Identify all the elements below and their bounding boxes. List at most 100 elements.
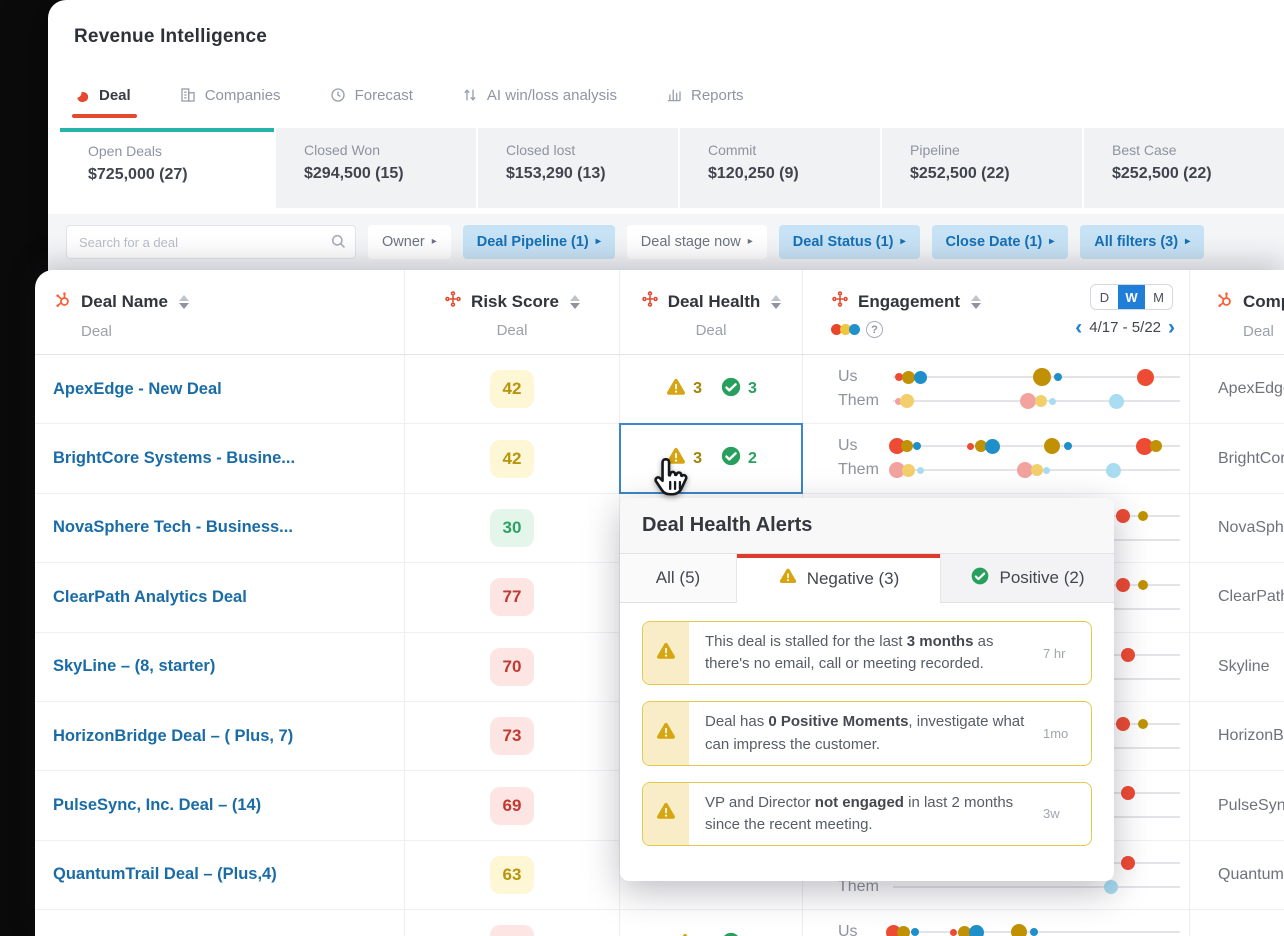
engagement-dot[interactable] bbox=[1106, 462, 1122, 478]
nav-tab-deal[interactable]: Deal bbox=[72, 87, 137, 118]
deal-name-link[interactable]: SkyLine – (8, starter) bbox=[35, 632, 405, 701]
sort-toggle[interactable] bbox=[771, 294, 782, 309]
engagement-dot[interactable] bbox=[1115, 716, 1130, 731]
filter-deal-pipeline-button[interactable]: Deal Pipeline (1) ▸ bbox=[462, 225, 615, 259]
engagement-dot[interactable] bbox=[1121, 786, 1136, 801]
engagement-dot[interactable] bbox=[1115, 508, 1130, 523]
filter-owner-button[interactable]: Owner ▸ bbox=[368, 225, 451, 259]
engagement-dot[interactable] bbox=[1017, 462, 1034, 479]
engagement-dot[interactable] bbox=[894, 373, 903, 381]
popup-tab-positive[interactable]: Positive (2) bbox=[941, 554, 1114, 603]
engagement-dot[interactable] bbox=[1011, 924, 1028, 936]
popup-tab-all[interactable]: All (5) bbox=[620, 554, 737, 603]
positive-alerts-indicator[interactable] bbox=[720, 931, 748, 936]
engagement-dot[interactable] bbox=[1019, 393, 1036, 409]
engagement-dot[interactable] bbox=[1115, 578, 1130, 593]
deal-name-link[interactable]: HorizonBridge Deal – ( Plus, 7) bbox=[35, 701, 405, 771]
engagement-dot[interactable] bbox=[974, 440, 987, 453]
engagement-dot[interactable] bbox=[984, 438, 1000, 454]
period-toggle-week[interactable]: W bbox=[1118, 285, 1145, 309]
sort-toggle[interactable] bbox=[178, 295, 189, 309]
positive-alerts-indicator[interactable]: 3 bbox=[720, 376, 757, 403]
engagement-dot[interactable] bbox=[1149, 440, 1162, 453]
nav-tab-reports[interactable]: Reports bbox=[665, 86, 744, 108]
engagement-dot[interactable] bbox=[910, 928, 919, 936]
column-header-deal-health[interactable]: Deal Health Deal bbox=[620, 270, 803, 354]
engagement-dot[interactable] bbox=[1137, 510, 1148, 521]
engagement-dot[interactable] bbox=[1137, 580, 1148, 591]
filter-close-date-button[interactable]: Close Date (1) ▸ bbox=[931, 225, 1069, 259]
engagement-dot[interactable] bbox=[896, 925, 910, 936]
summary-card-open-deals[interactable]: Open Deals $725,000 (27) bbox=[60, 128, 274, 208]
sort-toggle[interactable] bbox=[971, 294, 982, 309]
search-input[interactable] bbox=[66, 225, 356, 259]
engagement-dot[interactable] bbox=[1048, 397, 1056, 405]
engagement-dot[interactable] bbox=[1121, 647, 1136, 662]
deal-name-link[interactable]: BrightCore Systems - Busine... bbox=[35, 424, 405, 493]
filter-deal-status-button[interactable]: Deal Status (1) ▸ bbox=[778, 225, 920, 259]
engagement-dot[interactable] bbox=[916, 466, 924, 474]
engagement-dot[interactable] bbox=[1137, 718, 1148, 729]
negative-alerts-indicator[interactable]: 3 bbox=[665, 376, 702, 403]
engagement-dot[interactable] bbox=[1064, 442, 1073, 451]
engagement-dot[interactable] bbox=[902, 370, 916, 384]
engagement-dot[interactable] bbox=[900, 394, 915, 408]
engagement-dot[interactable] bbox=[1104, 879, 1119, 894]
engagement-dot[interactable] bbox=[895, 397, 903, 405]
deal-name-link[interactable]: NovaSphere Tech - Business... bbox=[35, 493, 405, 563]
period-toggle-month[interactable]: M bbox=[1153, 289, 1164, 305]
deal-name-link[interactable]: QuantumTrail Deal – (Plus,4) bbox=[35, 840, 405, 910]
filter-all-filters-button[interactable]: All filters (3) ▸ bbox=[1080, 225, 1205, 259]
engagement-dot[interactable] bbox=[902, 463, 916, 477]
deal-health-cell[interactable] bbox=[620, 910, 803, 936]
engagement-dot[interactable] bbox=[901, 440, 914, 453]
deal-name-link[interactable]: ApexEdge - New Deal bbox=[35, 355, 405, 424]
engagement-dot[interactable] bbox=[1029, 928, 1038, 936]
sort-toggle[interactable] bbox=[569, 294, 580, 309]
chevron-right-icon[interactable]: › bbox=[1168, 316, 1175, 339]
alert-card[interactable]: VP and Director not engaged in last 2 mo… bbox=[642, 781, 1092, 847]
chevron-left-icon[interactable]: ‹ bbox=[1075, 316, 1083, 339]
column-header-deal-name[interactable]: Deal Name Deal bbox=[35, 270, 405, 354]
period-toggle-day[interactable]: D bbox=[1099, 289, 1110, 305]
engagement-dot[interactable] bbox=[1109, 393, 1125, 409]
engagement-dot[interactable] bbox=[1044, 438, 1061, 455]
engagement-dot[interactable] bbox=[1137, 368, 1155, 386]
summary-card-commit[interactable]: Commit $120,250 (9) bbox=[680, 128, 880, 208]
alert-card[interactable]: This deal is stalled for the last 3 mont… bbox=[642, 621, 1092, 686]
summary-card-best-case[interactable]: Best Case $252,500 (22) bbox=[1084, 128, 1284, 208]
summary-card-closed-lost[interactable]: Closed lost $153,290 (13) bbox=[478, 128, 678, 208]
engagement-dot[interactable] bbox=[1054, 373, 1063, 381]
positive-alerts-indicator[interactable]: 2 bbox=[720, 445, 757, 472]
engagement-dot[interactable] bbox=[1043, 466, 1051, 474]
deal-name-link[interactable]: ClearPath Analytics Deal bbox=[35, 563, 405, 632]
column-header-company[interactable]: Comp Deal bbox=[1190, 270, 1284, 354]
nav-tab-ai-winloss[interactable]: AI win/loss analysis bbox=[461, 86, 617, 108]
negative-alerts-indicator[interactable] bbox=[674, 931, 702, 936]
engagement-dot[interactable] bbox=[958, 925, 972, 936]
engagement-dot[interactable] bbox=[913, 442, 922, 451]
deal-name-link[interactable]: PulseSync, Inc. Deal – (14) bbox=[35, 771, 405, 840]
popup-tab-negative[interactable]: Negative (3) bbox=[737, 554, 941, 603]
engagement-dot[interactable] bbox=[1121, 855, 1136, 870]
summary-card-pipeline[interactable]: Pipeline $252,500 (22) bbox=[882, 128, 1082, 208]
filter-deal-stage-button[interactable]: Deal stage now ▸ bbox=[626, 225, 767, 259]
engagement-dot[interactable] bbox=[889, 462, 906, 479]
column-header-engagement[interactable]: Engagement ? D W M ‹ 4/17 - 5/22 bbox=[803, 270, 1190, 354]
column-header-risk-score[interactable]: Risk Score Deal bbox=[405, 270, 620, 354]
engagement-dot[interactable] bbox=[1034, 395, 1047, 407]
engagement-dot[interactable] bbox=[949, 928, 957, 936]
engagement-dot[interactable] bbox=[1033, 368, 1052, 386]
engagement-dot[interactable] bbox=[1030, 464, 1043, 477]
summary-card-closed-won[interactable]: Closed Won $294,500 (15) bbox=[276, 128, 476, 208]
engagement-dot[interactable] bbox=[1135, 437, 1153, 455]
engagement-dot[interactable] bbox=[885, 924, 901, 936]
alert-card[interactable]: Deal has 0 Positive Moments, investigate… bbox=[642, 701, 1092, 766]
engagement-dot[interactable] bbox=[968, 924, 984, 936]
nav-tab-forecast[interactable]: Forecast bbox=[329, 86, 413, 108]
engagement-dot[interactable] bbox=[966, 442, 974, 450]
help-icon[interactable]: ? bbox=[866, 321, 883, 338]
nav-tab-companies[interactable]: Companies bbox=[179, 86, 281, 108]
